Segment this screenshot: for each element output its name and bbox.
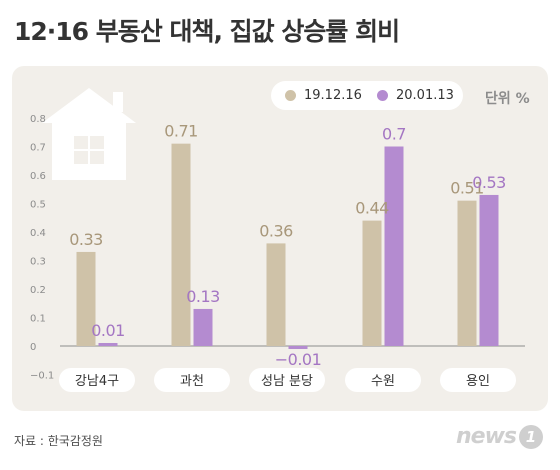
y-tick-label: 0.3: [30, 257, 46, 268]
category-label: 과천: [180, 374, 204, 389]
bar-series-2: [193, 308, 213, 346]
category-label: 강남4구: [75, 374, 119, 389]
category-label: 수원: [371, 374, 395, 389]
y-tick-label: 0.6: [30, 171, 46, 182]
data-label: 0.13: [186, 287, 220, 306]
bar-series-1: [171, 143, 191, 346]
bar-series-2: [98, 343, 118, 346]
bar-series-1: [266, 243, 286, 346]
legend: 19.12.16 20.01.13: [271, 81, 463, 110]
source-note: 자료 : 한국감정원: [14, 434, 103, 448]
data-label: 0.53: [472, 173, 506, 192]
legend-label-series-1: 19.12.16: [304, 88, 362, 103]
bar-series-2: [288, 346, 308, 349]
data-label: 0.36: [259, 221, 293, 240]
house-icon: [42, 88, 136, 180]
y-tick-label: −0.1: [30, 371, 54, 382]
y-tick-label: 0: [30, 342, 36, 353]
data-label: 0.51: [450, 179, 484, 198]
unit-label: 단위 %: [485, 91, 530, 107]
bar-series-2: [479, 194, 499, 346]
y-tick-label: 0.7: [30, 143, 46, 154]
category-pill: [249, 368, 325, 392]
data-label: 0.01: [91, 321, 125, 340]
chart-title: 12·16 부동산 대책, 집값 상승률 희비: [14, 17, 400, 46]
category-label: 성남 분당: [261, 374, 313, 389]
category-pill: [154, 368, 230, 392]
data-label: 0.7: [382, 125, 406, 144]
logo-badge: 1: [519, 424, 544, 449]
logo-text: news: [456, 424, 517, 449]
bar-series-1: [362, 220, 382, 346]
news1-logo: news 1: [456, 424, 544, 449]
bar-series-2: [384, 146, 404, 346]
bar-series-1: [457, 200, 477, 346]
data-label: 0.44: [355, 199, 389, 218]
y-tick-label: 0.8: [30, 114, 46, 125]
category-pill: [440, 368, 516, 392]
legend-item-series-2: 20.01.13: [377, 81, 454, 110]
legend-label-series-2: 20.01.13: [396, 88, 454, 103]
y-tick-label: 0.5: [30, 200, 46, 211]
y-tick-label: 0.2: [30, 285, 46, 296]
bar-series-1: [76, 251, 96, 346]
data-label: 0.71: [164, 122, 198, 141]
legend-item-series-1: 19.12.16: [285, 81, 362, 110]
y-tick-label: 0.1: [30, 314, 46, 325]
category-label: 용인: [466, 374, 490, 389]
legend-swatch-series-2: [377, 90, 388, 101]
data-label: 0.33: [69, 230, 103, 249]
data-label: −0.01: [275, 350, 322, 369]
category-pill: [59, 368, 135, 392]
house-window: [74, 136, 104, 164]
legend-swatch-series-1: [285, 90, 296, 101]
category-pill: [345, 368, 421, 392]
y-tick-label: 0.4: [30, 228, 46, 239]
